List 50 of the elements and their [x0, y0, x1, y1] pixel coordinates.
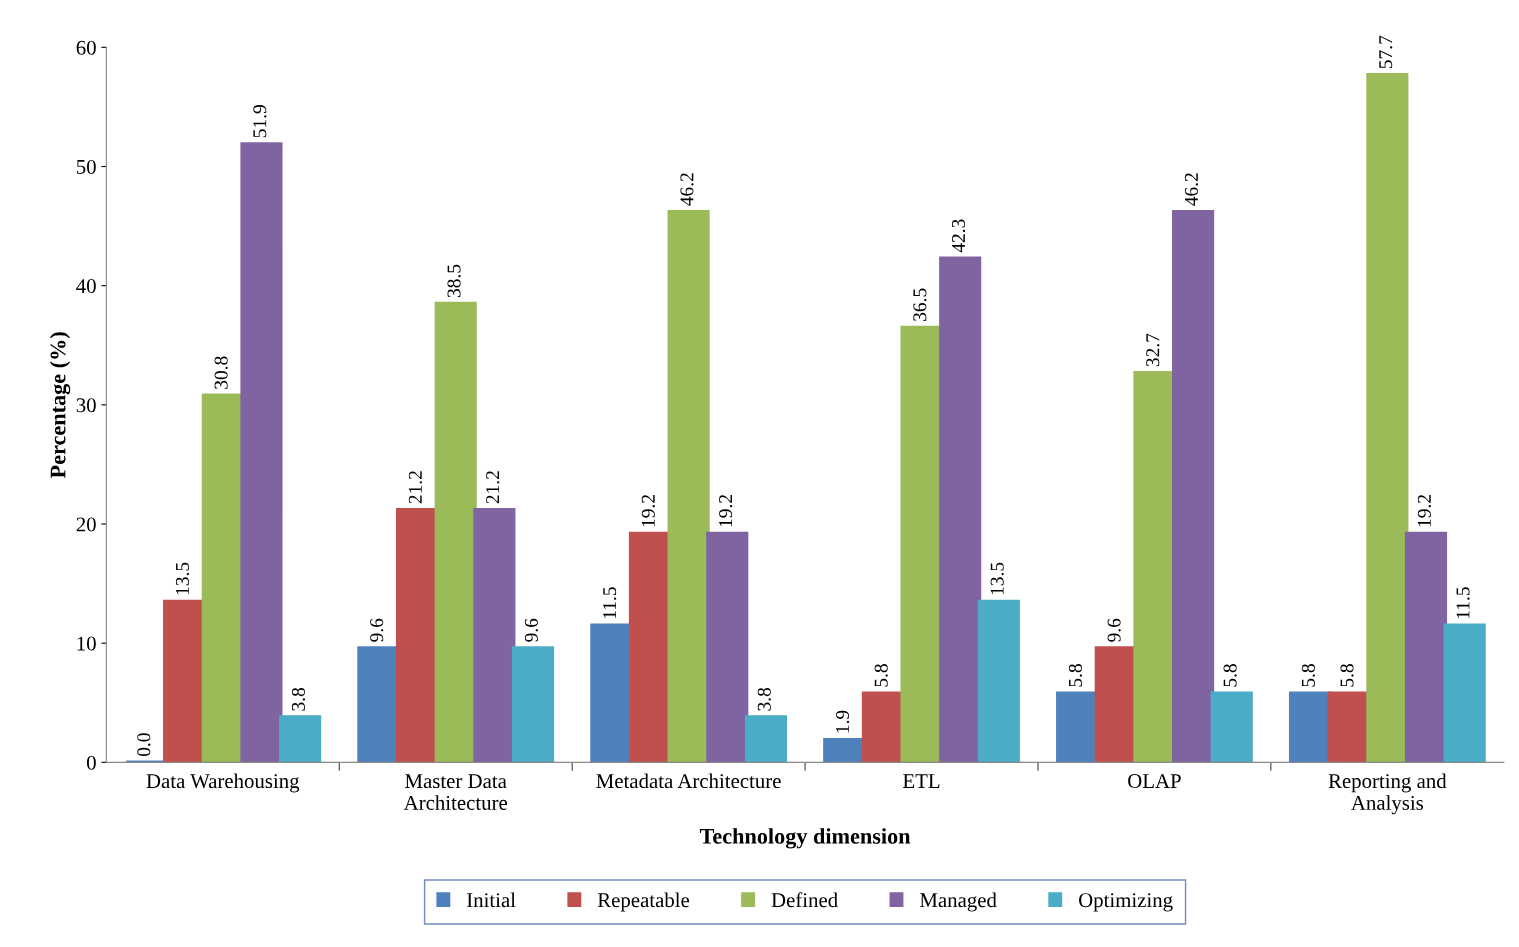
data-label: 57.7: [1379, 35, 1393, 69]
data-label: 5.8: [1340, 664, 1354, 687]
legend-label: Optimizing: [1079, 893, 1173, 912]
y-tick-label: 40: [76, 279, 96, 294]
data-label: 5.8: [874, 664, 888, 687]
x-axis-title: Technology dimension: [699, 828, 911, 849]
data-label: 51.9: [253, 105, 267, 138]
data-label: 38.5: [447, 264, 461, 298]
y-tick-label: 50: [76, 159, 96, 174]
x-tick-label: ETL: [903, 774, 940, 788]
data-label: 46.2: [1184, 173, 1199, 206]
data-label: 13.5: [175, 562, 190, 595]
x-tick-label: Metadata Architecture: [596, 773, 781, 789]
data-label: 11.5: [603, 587, 617, 619]
data-label: 13.5: [990, 562, 1004, 595]
data-label: 5.8: [1223, 664, 1237, 687]
data-label: 19.2: [641, 495, 655, 527]
data-label: 1.9: [836, 710, 850, 733]
y-tick-label: 20: [76, 517, 96, 532]
y-tick-label: 30: [76, 398, 96, 413]
y-axis-title: Percentage (%): [49, 332, 71, 478]
data-label: 46.2: [680, 173, 694, 206]
data-label: 0.0: [137, 733, 151, 757]
data-label: 5.8: [1301, 664, 1315, 687]
x-tick-label: Reporting and Analysis: [1328, 773, 1447, 815]
y-tick-label: 10: [77, 636, 96, 651]
data-label: 21.2: [408, 471, 422, 504]
y-tick-label: 0: [86, 755, 96, 770]
data-label: 9.6: [524, 618, 538, 642]
legend-label: Defined: [771, 892, 838, 908]
x-tick-label: Data Warehousing: [146, 773, 300, 793]
legend-label: Managed: [919, 892, 997, 912]
data-label: 36.5: [913, 288, 927, 321]
data-label: 19.2: [1417, 495, 1431, 527]
x-tick-label: OLAP: [1128, 774, 1181, 789]
x-tick-label: Master Data Architecture: [403, 774, 508, 810]
data-label: 11.5: [1456, 587, 1470, 619]
data-label: 5.8: [1068, 664, 1083, 687]
data-label: 9.6: [1107, 618, 1121, 642]
data-label: 3.8: [757, 687, 771, 711]
legend-label: Repeatable: [597, 892, 690, 912]
data-label: 21.2: [486, 471, 500, 504]
data-label: 19.2: [719, 495, 733, 527]
data-label: 42.3: [951, 219, 966, 253]
y-tick-label: 60: [76, 40, 96, 55]
data-label: 30.8: [214, 356, 228, 389]
data-label: 32.7: [1146, 333, 1160, 367]
legend-label: Initial: [467, 892, 516, 908]
data-label: 9.6: [370, 618, 384, 642]
data-label: 3.8: [291, 687, 306, 711]
